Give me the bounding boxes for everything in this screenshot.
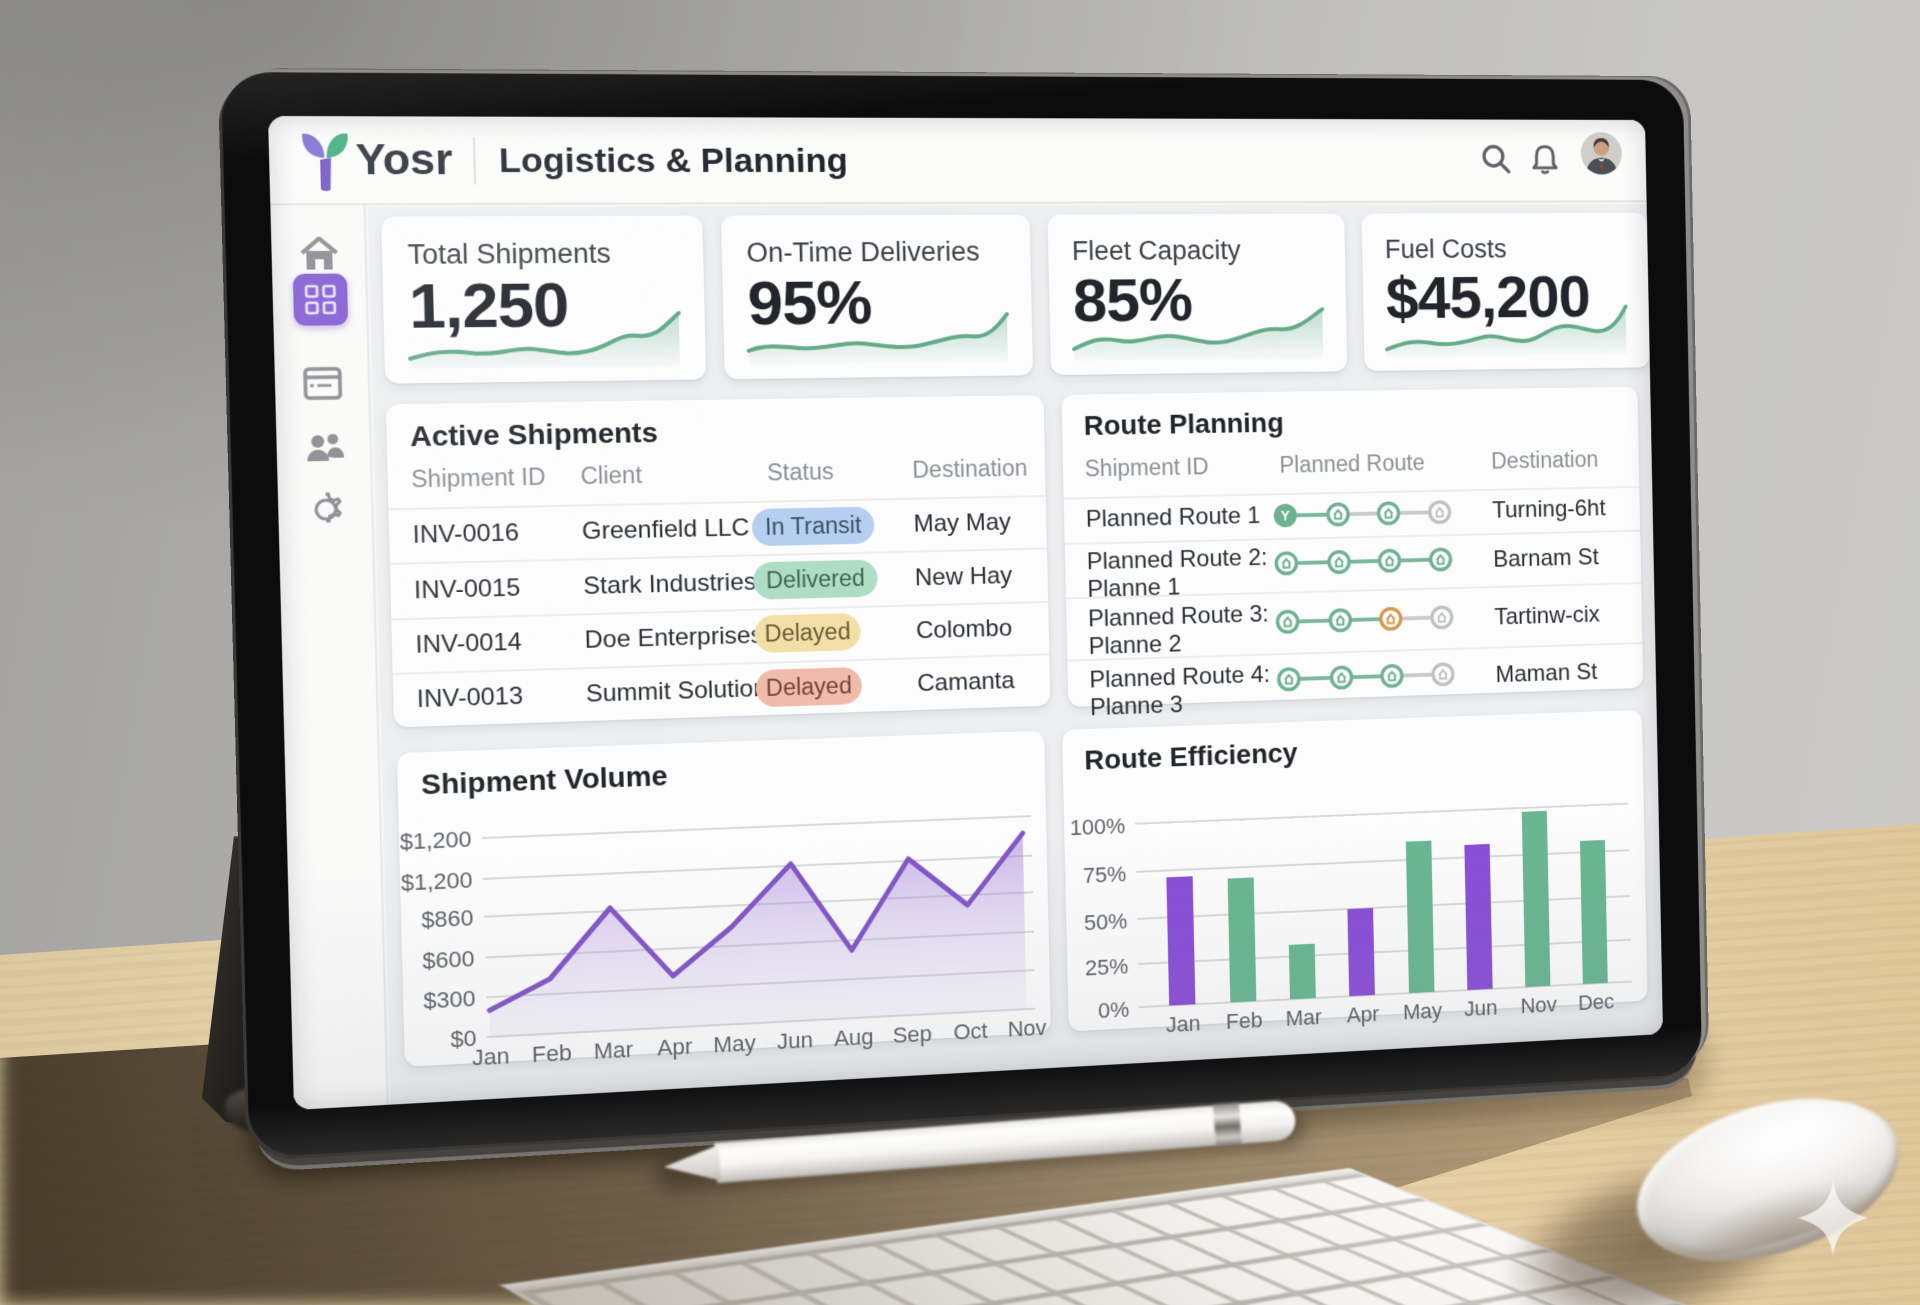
svg-text:Y: Y — [1281, 509, 1290, 525]
